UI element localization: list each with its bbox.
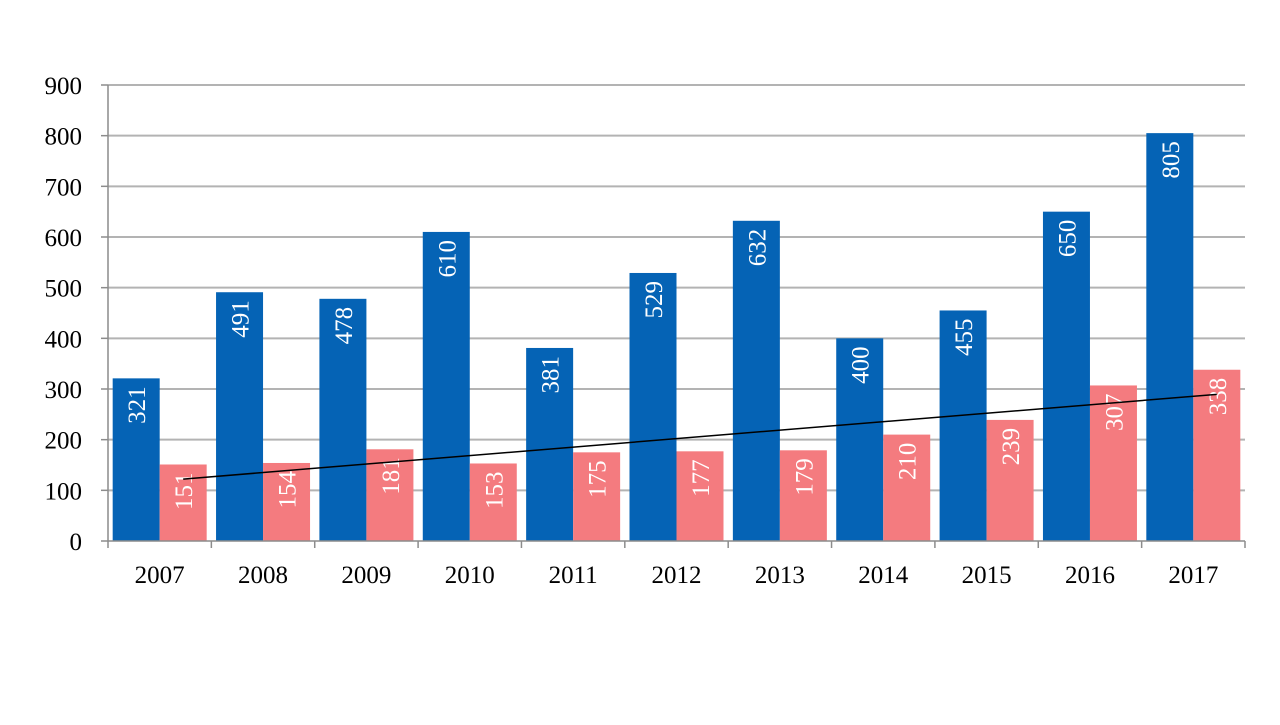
data-label: 175 bbox=[585, 460, 612, 498]
y-tick-label: 100 bbox=[45, 478, 83, 505]
bars bbox=[112, 133, 1241, 541]
trendline-line bbox=[183, 393, 1217, 480]
x-tick-label: 2015 bbox=[962, 562, 1012, 589]
bar-series-2 bbox=[469, 463, 517, 541]
bar-series-2 bbox=[1193, 369, 1241, 541]
data-label: 455 bbox=[951, 318, 978, 356]
y-tick-label: 200 bbox=[45, 428, 83, 455]
x-tick-label: 2008 bbox=[238, 562, 288, 589]
data-label: 239 bbox=[998, 428, 1025, 466]
data-label: 381 bbox=[538, 356, 565, 394]
bar-series-2 bbox=[573, 452, 621, 541]
bar-series-1 bbox=[1146, 133, 1194, 541]
bar-series-1 bbox=[1042, 211, 1090, 541]
bar-series-2 bbox=[366, 449, 414, 541]
bar-series-2 bbox=[263, 462, 311, 541]
x-tick-label: 2012 bbox=[652, 562, 702, 589]
bar-series-2 bbox=[676, 451, 724, 541]
data-label: 400 bbox=[848, 346, 875, 384]
bar-series-2 bbox=[779, 450, 827, 541]
bar-series-1 bbox=[422, 231, 470, 541]
bar-series-1 bbox=[836, 338, 884, 541]
data-labels: 3211514911544781816101533811755291776321… bbox=[124, 141, 1232, 510]
bar-series-1 bbox=[939, 310, 987, 541]
x-axis-tick-labels: 2007 2008 2009 2010 2011 2012 2013 2014 2015 2016… bbox=[135, 562, 1219, 589]
x-tick-label: 2011 bbox=[549, 562, 598, 589]
data-label: 650 bbox=[1054, 220, 1081, 258]
x-tick-label: 2007 bbox=[135, 562, 185, 589]
axes bbox=[101, 84, 1246, 548]
data-label: 338 bbox=[1205, 378, 1232, 416]
data-label: 154 bbox=[275, 470, 302, 508]
x-tick-label: 2013 bbox=[755, 562, 805, 589]
data-label: 181 bbox=[378, 457, 405, 495]
bar-series-1 bbox=[319, 298, 367, 541]
bar-series-1 bbox=[629, 272, 677, 541]
data-label: 307 bbox=[1101, 393, 1128, 431]
y-tick-label: 400 bbox=[45, 326, 83, 353]
x-tick-label: 2009 bbox=[341, 562, 391, 589]
y-tick-label: 800 bbox=[45, 124, 83, 151]
data-label: 478 bbox=[331, 307, 358, 345]
y-axis-tick-labels: 0 100 200 300 400 500 600 700 800 900 bbox=[45, 73, 83, 556]
data-label: 179 bbox=[791, 458, 818, 496]
x-tick-label: 2014 bbox=[858, 562, 909, 589]
y-tick-label: 900 bbox=[45, 73, 83, 100]
data-label: 529 bbox=[641, 281, 668, 319]
y-tick-label: 600 bbox=[45, 225, 83, 252]
y-tick-label: 700 bbox=[45, 174, 83, 201]
data-label: 805 bbox=[1158, 141, 1185, 179]
y-tick-label: 500 bbox=[45, 276, 83, 303]
x-tick-label: 2010 bbox=[445, 562, 495, 589]
bar-series-1 bbox=[216, 292, 264, 541]
bar-series-1 bbox=[526, 347, 574, 541]
data-label: 610 bbox=[434, 240, 461, 278]
bar-series-2 bbox=[1089, 385, 1137, 541]
data-label: 153 bbox=[481, 471, 508, 509]
x-tick-label: 2016 bbox=[1065, 562, 1115, 589]
bar-series-2 bbox=[883, 434, 931, 541]
data-label: 491 bbox=[228, 300, 255, 338]
y-tick-label: 0 bbox=[70, 529, 83, 556]
bar-series-1 bbox=[732, 220, 780, 541]
x-tick-label: 2017 bbox=[1168, 562, 1218, 589]
y-tick-label: 300 bbox=[45, 377, 83, 404]
data-label: 210 bbox=[895, 443, 922, 481]
bar-series-1 bbox=[112, 378, 160, 541]
data-label: 177 bbox=[688, 459, 715, 497]
data-label: 632 bbox=[744, 229, 771, 267]
data-label: 321 bbox=[124, 386, 151, 424]
trendline bbox=[183, 393, 1217, 480]
bar-series-2 bbox=[986, 419, 1034, 541]
